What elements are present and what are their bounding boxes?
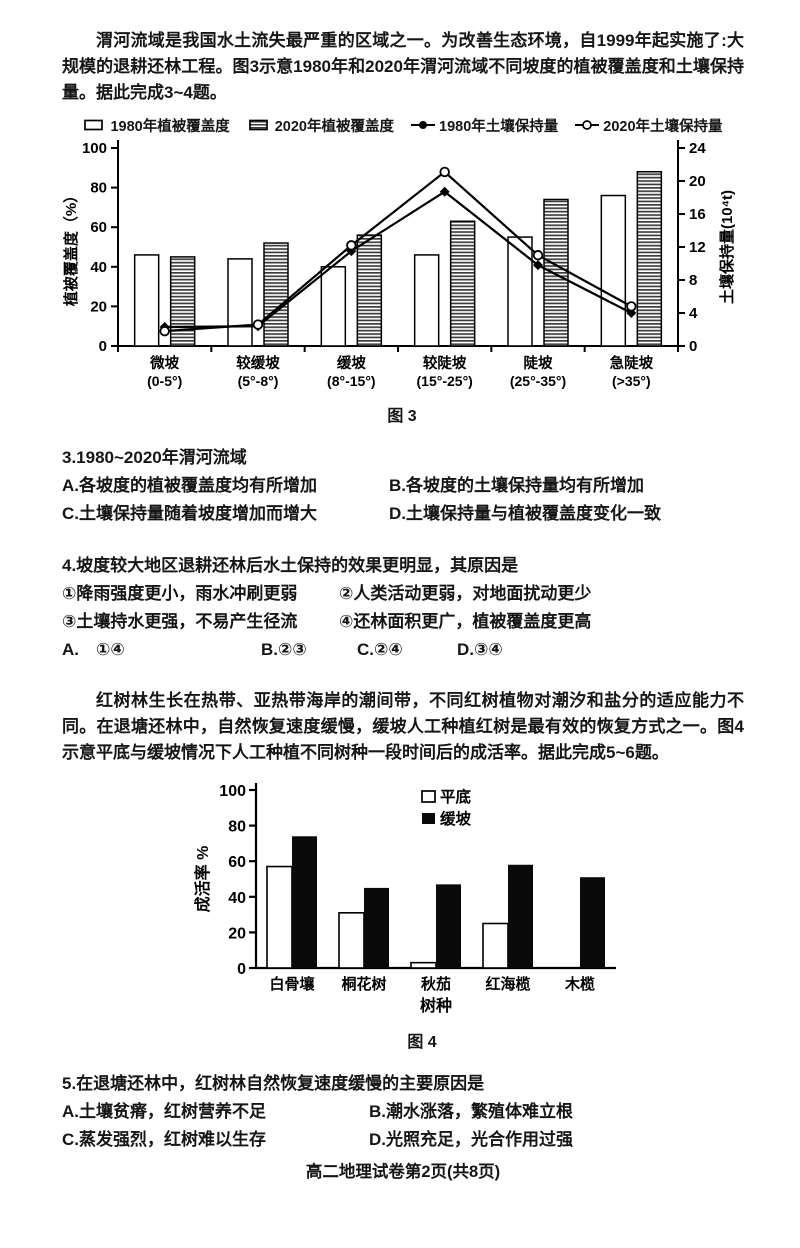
question-5-option-a: A.土壤贫瘠，红树营养不足	[62, 1102, 266, 1121]
svg-text:微坡: 微坡	[149, 354, 179, 372]
svg-text:60: 60	[90, 219, 107, 236]
svg-text:白骨壤: 白骨壤	[269, 975, 315, 993]
svg-text:100: 100	[219, 783, 246, 800]
legend-item: 2020年土壤保持量	[574, 115, 723, 136]
svg-text:60: 60	[228, 854, 246, 871]
legend-item: 2020年植被覆盖度	[246, 115, 394, 136]
question-5: 5.在退塘还林中，红树林自然恢复速度缓慢的主要原因是 A.土壤贫瘠，红树营养不足…	[62, 1070, 744, 1154]
question-5-option-c: C.蒸发强烈，红树难以生存	[62, 1130, 266, 1149]
fig4-bars	[266, 836, 605, 969]
question-4-choice-d: D.③④	[457, 640, 503, 659]
fig4-y-axis-title: 成活率 %	[193, 846, 212, 913]
legend-label: 1980年植被覆盖度	[110, 118, 230, 135]
question-3-option-c: C.土壤保持量随着坡度增加而增大	[62, 504, 317, 523]
svg-text:0: 0	[237, 961, 246, 978]
question-4-item-2: ②人类活动更弱，对地面扰动更少	[339, 584, 592, 603]
question-4-choice-b: B.②③	[261, 640, 307, 659]
question-3-option-b: B.各坡度的土壤保持量均有所增加	[389, 476, 644, 495]
svg-text:(5°-8°): (5°-8°)	[238, 373, 279, 389]
svg-text:80: 80	[90, 180, 107, 197]
figure-3-legend: 1980年植被覆盖度 2020年植被覆盖度 1980年土壤保持量 2020年土壤保持量	[62, 114, 742, 136]
svg-text:缓坡: 缓坡	[440, 809, 472, 828]
svg-text:20: 20	[689, 173, 706, 190]
fig3-axes: 0 20 40 60 80 100 0 4 8 12 16 20 24	[82, 140, 706, 355]
figure-3-chart: 0 20 40 60 80 100 0 4 8 12 16 20 24 微坡(0-5°) 较缓坡(5°-8°…	[62, 140, 736, 389]
question-4-item-3: ③土壤持水更强，不易产生径流	[62, 612, 298, 631]
svg-text:12: 12	[689, 239, 706, 256]
figure-3-caption: 图 3	[387, 408, 417, 425]
svg-text:(25°-35°): (25°-35°)	[510, 373, 566, 389]
svg-text:较陡坡: 较陡坡	[423, 354, 467, 372]
legend-label: 2020年土壤保持量	[603, 118, 723, 135]
intro-paragraph-mangrove: 红树林生长在热带、亚热带海岸的潮间带，不同红树植物对潮汐和盐分的适应能力不同。在…	[62, 691, 744, 762]
question-3-stem: 3.1980~2020年渭河流域	[62, 448, 247, 467]
svg-text:木榄: 木榄	[564, 975, 595, 993]
svg-text:16: 16	[689, 206, 706, 223]
svg-text:桐花树: 桐花树	[341, 975, 386, 993]
legend-swatch-lopen-icon	[575, 120, 600, 130]
question-4-items: ①降雨强度更小，雨水冲刷更弱 ②人类活动更弱，对地面扰动更少 ③土壤持水更强，不…	[62, 580, 744, 636]
svg-text:40: 40	[90, 259, 107, 276]
question-5-options: A.土壤贫瘠，红树营养不足 B.潮水涨落，繁殖体难立根 C.蒸发强烈，红树难以生…	[62, 1098, 744, 1154]
figure-3: 1980年植被覆盖度 2020年植被覆盖度 1980年土壤保持量 2020年土壤保持量…	[62, 114, 744, 426]
legend-item: 1980年植被覆盖度	[81, 115, 230, 136]
legend-label: 1980年土壤保持量	[439, 118, 559, 135]
page-footer: 高二地理试卷第2页(共8页)	[305, 1163, 501, 1181]
question-4-choices: A. ①④ B.②③ C.②④ D.③④	[62, 636, 744, 664]
question-4: 4.坡度较大地区退耕还林后水土保持的效果更明显，其原因是 ①降雨强度更小，雨水冲…	[62, 552, 744, 664]
fig3-left-axis-title: 植被覆盖度（%）	[62, 188, 80, 306]
svg-text:(8°-15°): (8°-15°)	[327, 373, 376, 389]
legend-swatch-white-icon	[84, 119, 104, 131]
question-4-item-1: ①降雨强度更小，雨水冲刷更弱	[62, 584, 298, 603]
question-4-choice-c: C.②④	[357, 640, 403, 659]
question-5-option-b: B.潮水涨落，繁殖体难立根	[369, 1102, 573, 1121]
svg-text:0: 0	[689, 338, 697, 355]
question-4-choice-a: A. ①④	[62, 640, 125, 659]
svg-text:秋茄: 秋茄	[421, 975, 451, 993]
svg-text:100: 100	[82, 140, 107, 157]
svg-text:缓坡: 缓坡	[337, 354, 366, 372]
legend-swatch-hatched-icon	[248, 119, 268, 131]
svg-text:平底: 平底	[440, 787, 472, 806]
fig3-right-axis-title: 土壤保持量(10⁴t)	[718, 190, 736, 304]
svg-text:急陡坡: 急陡坡	[610, 354, 654, 372]
svg-text:8: 8	[689, 272, 697, 289]
svg-text:(15°-25°): (15°-25°)	[417, 373, 473, 389]
svg-text:20: 20	[90, 298, 107, 315]
svg-text:(>35°): (>35°)	[612, 373, 651, 389]
intro-paragraph-weihe: 渭河流域是我国水土流失最严重的区域之一。为改善生态环境，自1999年起实施了:大…	[62, 31, 744, 102]
figure-4-caption: 图 4	[407, 1034, 437, 1051]
figure-4: 0 20 40 60 80 100 白骨壤 桐花树 秋茄 红海榄 木榄树种 成活率 % 平底缓坡 图 4	[192, 776, 652, 1052]
svg-text:40: 40	[228, 890, 246, 907]
svg-text:20: 20	[228, 925, 246, 942]
question-3-option-a: A.各坡度的植被覆盖度均有所增加	[62, 476, 317, 495]
svg-text:陡坡: 陡坡	[524, 354, 553, 372]
svg-text:较缓坡: 较缓坡	[236, 354, 280, 372]
svg-text:80: 80	[228, 819, 246, 836]
legend-swatch-lfill-icon	[411, 121, 435, 129]
fig3-lines	[159, 166, 637, 337]
question-5-stem: 5.在退塘还林中，红树林自然恢复速度缓慢的主要原因是	[62, 1074, 485, 1093]
svg-text:4: 4	[689, 305, 698, 322]
question-4-item-4: ④还林面积更广，植被覆盖度更高	[339, 612, 592, 631]
svg-text:24: 24	[689, 140, 706, 157]
question-3: 3.1980~2020年渭河流域 A.各坡度的植被覆盖度均有所增加 B.各坡度的…	[62, 444, 744, 528]
svg-text:(0-5°): (0-5°)	[147, 373, 182, 389]
legend-label: 2020年植被覆盖度	[274, 118, 394, 135]
fig3-x-labels: 微坡(0-5°) 较缓坡(5°-8°) 缓坡(8°-15°) 较陡坡(15°-25°)…	[147, 354, 654, 389]
fig4-x-axis-title: 树种	[420, 996, 452, 1015]
svg-text:红海榄: 红海榄	[485, 975, 530, 993]
question-3-option-d: D.土壤保持量与植被覆盖度变化一致	[389, 504, 661, 523]
legend-item: 1980年土壤保持量	[410, 115, 558, 136]
svg-text:0: 0	[99, 338, 107, 355]
fig3-bars	[133, 171, 663, 347]
fig4-x-labels: 白骨壤 桐花树 秋茄 红海榄 木榄	[269, 975, 595, 993]
question-3-options: A.各坡度的植被覆盖度均有所增加 B.各坡度的土壤保持量均有所增加 C.土壤保持…	[62, 472, 744, 528]
question-5-option-d: D.光照充足，光合作用过强	[369, 1130, 573, 1149]
question-4-stem: 4.坡度较大地区退耕还林后水土保持的效果更明显，其原因是	[62, 556, 519, 575]
